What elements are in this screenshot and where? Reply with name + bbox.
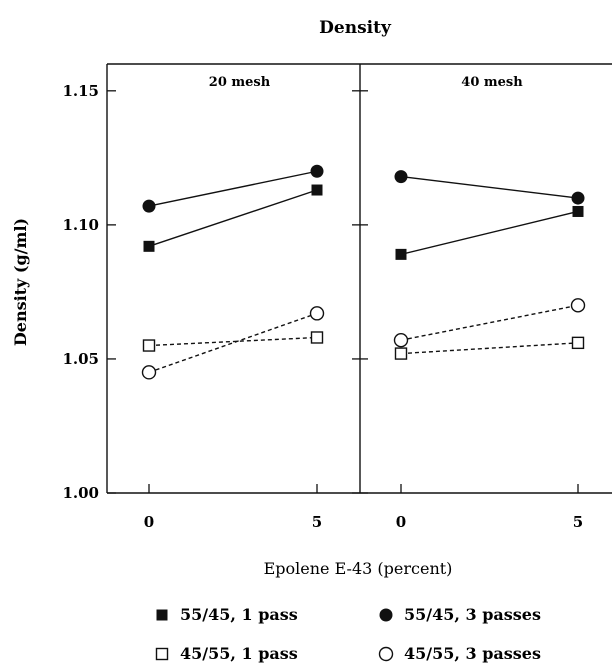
data-point [571,191,585,205]
data-point [394,347,408,360]
series-line [400,304,579,341]
data-point [572,205,584,217]
x-axis-label: Epolene E-43 (percent) [264,559,453,578]
plot-area: 1.00 1.05 1.10 1.15 0 5 0 5 20 mesh 40 mesh [62,63,612,531]
data-point [393,332,409,348]
series-line [400,210,579,256]
legend-marker [378,646,394,662]
data-point [142,199,156,213]
y-axis-label: Density (g/ml) [11,218,30,346]
data-point [142,339,156,352]
x-tick-label: 0 [144,513,154,531]
data-point [570,298,586,313]
series-line [148,189,318,247]
legend-marker [155,647,169,661]
data-point [571,336,585,350]
y-tick-label: 1.00 [62,484,99,502]
data-point [310,164,324,178]
series-line [400,342,579,355]
legend-label: 45/55, 3 passes [404,644,541,663]
panel-title: 40 mesh [461,75,523,90]
data-point [309,306,325,321]
legend-label: 55/45, 1 pass [180,605,298,624]
data-point [394,170,408,184]
data-point [143,240,155,252]
data-point [311,184,323,196]
x-tick-label: 5 [312,513,322,531]
legend-label: 55/45, 3 passes [404,605,541,624]
series-line [148,170,318,207]
y-tick-label: 1.10 [62,216,99,234]
x-tick-label: 0 [396,513,406,531]
legend-marker [379,608,393,622]
series-line [148,336,318,347]
panel-title: 20 mesh [209,75,271,90]
legend-marker [156,609,168,621]
legend: 55/45, 1 pass 55/45, 3 passes 45/55, 1 pas… [155,605,541,663]
y-tick-label: 1.15 [62,82,99,100]
y-tick-label: 1.05 [62,350,99,368]
data-point [395,248,407,260]
data-point [141,365,157,380]
legend-label: 45/55, 1 pass [180,644,298,663]
series-line [148,312,318,374]
data-point [310,331,324,344]
series-line [400,175,579,199]
chart-title: Density [319,18,392,38]
x-tick-label: 5 [573,513,583,531]
